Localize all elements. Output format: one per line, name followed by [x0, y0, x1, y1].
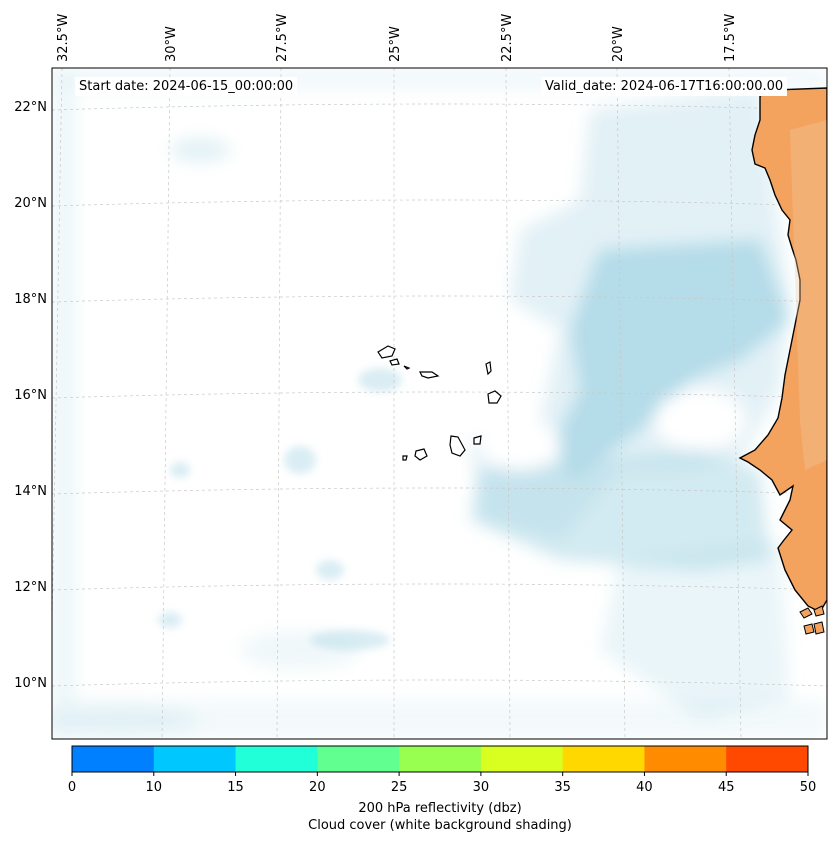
parallel-line [52, 391, 827, 399]
parallel-line [52, 103, 827, 111]
valid-date-label: Valid_date: 2024-06-17T16:00:00.00 [541, 77, 788, 96]
cloud-cover-shading [52, 68, 827, 739]
colorbar-segment [235, 746, 318, 772]
colorbar-tick-label: 35 [554, 780, 571, 795]
longitude-tick-label: 20°W [611, 26, 626, 62]
map-area [52, 68, 827, 739]
meridian-line [505, 68, 511, 739]
meridian-line [276, 68, 282, 739]
bijagos-islands [799, 605, 825, 635]
meridian-line [728, 68, 742, 739]
latitude-tick-label: 16°N [14, 388, 47, 403]
longitude-tick-label: 27.5°W [275, 14, 290, 62]
colorbar-subtitle: Cloud cover (white background shading) [308, 818, 572, 833]
latitude-tick-label: 22°N [14, 100, 47, 115]
longitude-tick-label: 17.5°W [723, 14, 738, 62]
colorbar [71, 745, 809, 776]
longitude-tick-label: 22.5°W [500, 14, 515, 62]
parallel-line [52, 295, 827, 303]
latitude-tick-label: 10°N [14, 676, 47, 691]
latitude-tick-label: 18°N [14, 292, 47, 307]
meridian-line [616, 68, 626, 739]
colorbar-tick-label: 45 [717, 780, 735, 795]
latitude-tick-label: 20°N [14, 196, 47, 211]
longitude-tick-label: 32.5°W [56, 14, 71, 62]
longitude-tick-label: 30°W [164, 26, 179, 62]
colorbar-tick-label: 15 [227, 780, 244, 795]
colorbar-segment [480, 746, 564, 772]
parallel-line [52, 679, 827, 687]
map-frame [51, 67, 828, 740]
meridian-line [161, 68, 171, 739]
longitude-labels: 32.5°W 30°W 27.5°W 25°W 22.5°W 20°W 17.5°W [56, 14, 738, 62]
interior-land-shading [790, 120, 827, 470]
colorbar-segment [399, 746, 482, 772]
colorbar-segment [562, 746, 645, 772]
cape-verde-islands [377, 345, 502, 461]
colorbar-frame [71, 745, 809, 773]
colorbar-tick-label: 30 [472, 780, 490, 795]
latitude-labels: 22°N 20°N 18°N 16°N 14°N 12°N 10°N [14, 100, 47, 691]
gridlines [52, 68, 827, 739]
colorbar-segment [317, 746, 400, 772]
colorbar-title: 200 hPa reflectivity (dbz) [358, 801, 522, 816]
start-date-label: Start date: 2024-06-15_00:00:00 [75, 77, 298, 96]
parallel-line [52, 583, 827, 591]
colorbar-segment [153, 746, 237, 772]
colorbar-segment [644, 746, 727, 772]
colorbar-tick-label: 0 [67, 780, 77, 795]
colorbar-tick-label: 10 [145, 780, 163, 795]
latitude-tick-label: 12°N [14, 580, 47, 595]
colorbar-tick-label: 20 [309, 780, 326, 795]
latitude-tick-label: 14°N [14, 484, 47, 499]
parallel-line [52, 487, 827, 495]
africa-landmass [738, 87, 827, 613]
colorbar-segment [726, 746, 809, 772]
colorbar-segment [72, 746, 155, 772]
colorbar-tick-label: 40 [636, 780, 653, 795]
colorbar-tick-label: 50 [799, 780, 817, 795]
parallel-line [52, 199, 827, 207]
longitude-tick-label: 25°W [388, 26, 403, 62]
colorbar-tick-label: 25 [390, 780, 408, 795]
